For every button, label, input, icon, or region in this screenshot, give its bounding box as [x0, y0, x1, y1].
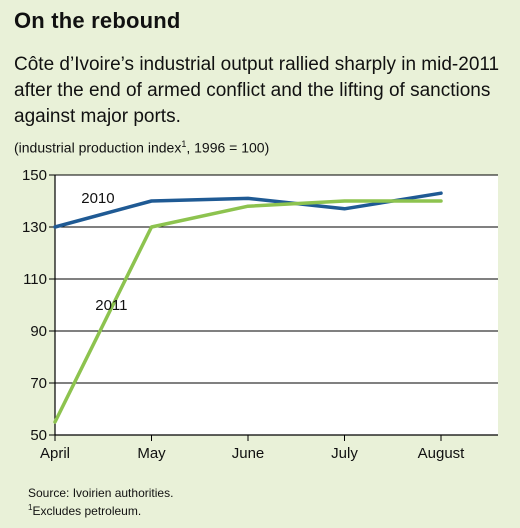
footnote-text: Excludes petroleum. — [32, 504, 142, 518]
x-tick-label: April — [40, 445, 70, 462]
y-tick-label: 130 — [22, 219, 47, 236]
units-label: (industrial production index1, 1996 = 10… — [14, 139, 269, 156]
series-label-2010: 2010 — [81, 190, 114, 207]
line-chart: 50 70 90 110 130 150 April May June July August 2… — [22, 167, 498, 462]
x-tick-label: July — [331, 445, 358, 462]
units-text: (industrial production index — [14, 139, 182, 156]
x-tick-label: June — [232, 445, 265, 462]
series-label-2011: 2011 — [95, 297, 127, 314]
y-tick-label: 110 — [23, 271, 47, 288]
y-tick-label: 50 — [30, 427, 47, 444]
plot-area — [55, 175, 498, 435]
y-tick-label: 90 — [30, 323, 47, 340]
gridlines — [54, 174, 498, 436]
source-note: Source: Ivoirien authorities. — [28, 486, 174, 500]
y-tick-label: 70 — [30, 375, 47, 392]
units-tail: , 1996 = 100) — [186, 139, 270, 156]
chart-title: On the rebound — [14, 8, 181, 33]
series-lines — [53, 191, 443, 424]
series-line-2010 — [53, 191, 443, 229]
x-tick-label: August — [418, 445, 466, 462]
units-footnote-mark: 1 — [181, 139, 187, 149]
footnote-mark: 1 — [28, 503, 33, 512]
x-axis-ticks: April May June July August — [40, 435, 465, 462]
chart-subtitle: Côte d’Ivoire’s industrial output rallie… — [14, 54, 500, 127]
series-line-2011 — [53, 199, 443, 424]
y-tick-label: 150 — [22, 167, 47, 184]
footnote: 1Excludes petroleum. — [28, 503, 141, 518]
x-tick-label: May — [137, 445, 166, 462]
y-axis-ticks: 50 70 90 110 130 150 — [22, 167, 55, 444]
series-labels: 2010 2011 — [81, 190, 127, 314]
